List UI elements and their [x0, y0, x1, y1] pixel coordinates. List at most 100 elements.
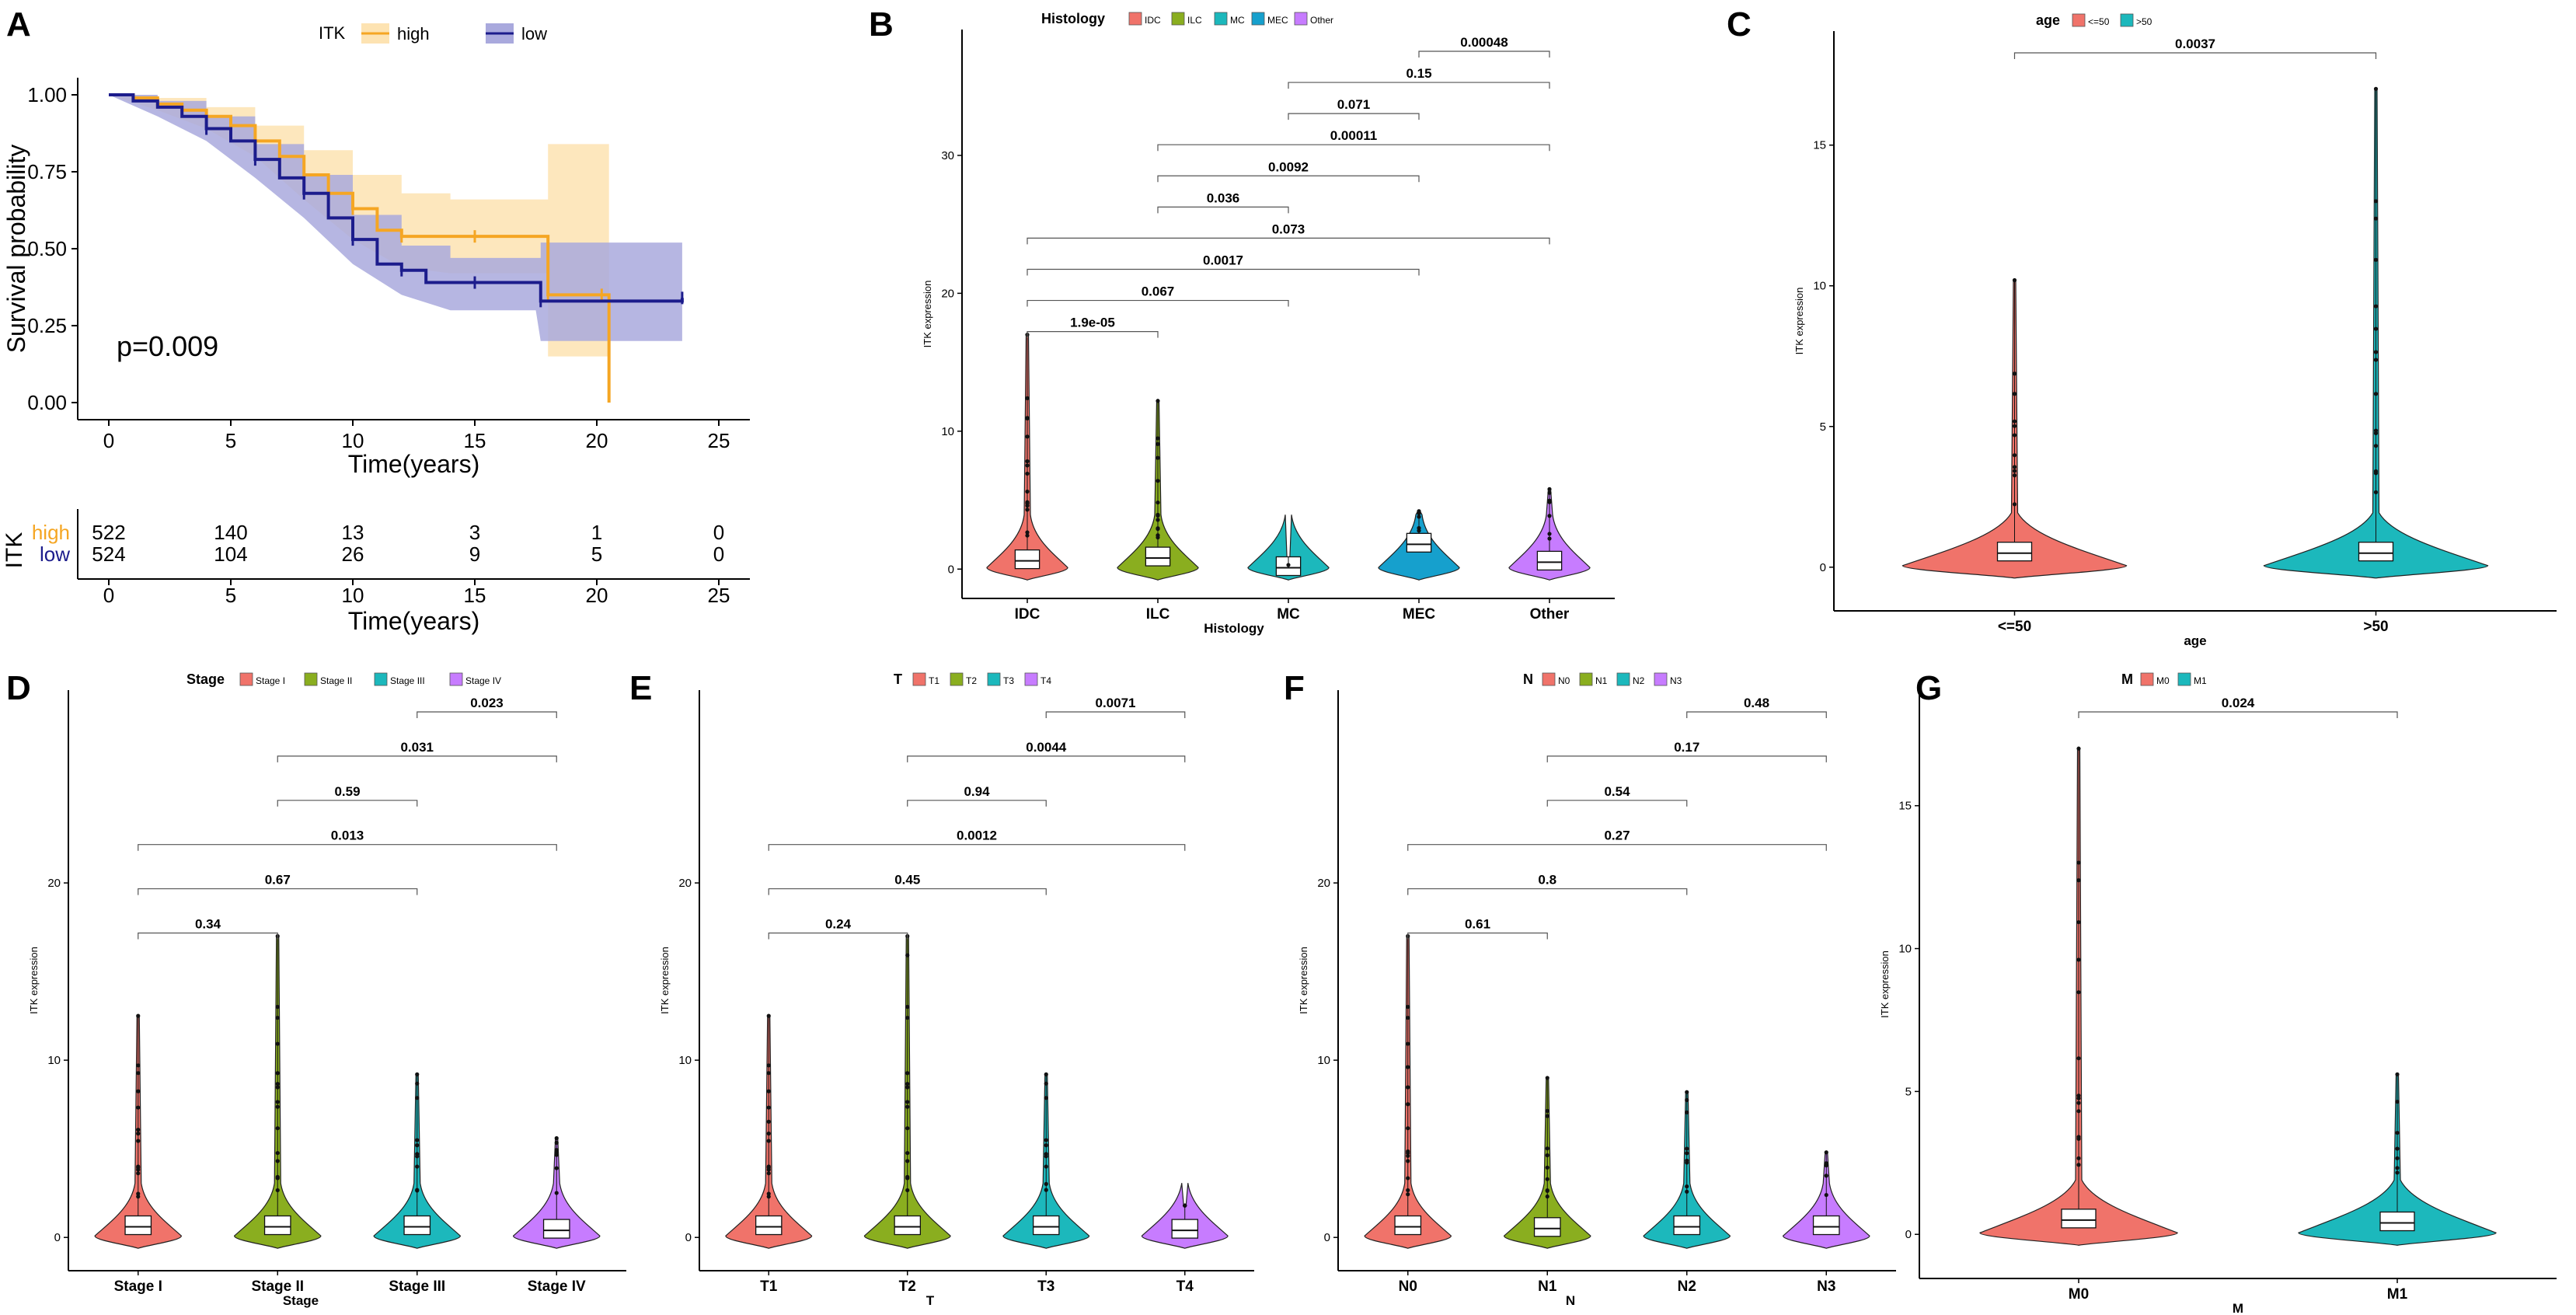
violin-outlier-E	[766, 1191, 771, 1196]
violin-legend-label-F: N2	[1633, 675, 1645, 686]
violin-outlier-G	[2076, 990, 2081, 995]
violin-legend-swatch-F	[1579, 672, 1593, 686]
violin-outlier-D	[275, 1085, 280, 1090]
violin-xlabel-B: Histology	[1204, 621, 1264, 636]
km-legend-label-high: high	[397, 24, 430, 44]
violin-pvalue-D: 0.031	[400, 740, 434, 755]
violin-outlier-max-B	[1286, 563, 1291, 567]
violin-legend-label-E: T1	[929, 675, 939, 686]
violin-outlier-F	[1406, 1159, 1410, 1163]
violin-category-label-D-Stage II: Stage II	[251, 1278, 304, 1295]
violin-pvalue-B: 1.9e-05	[1070, 316, 1115, 330]
violin-outlier-C	[2012, 419, 2017, 424]
violin-outlier-B	[1025, 501, 1030, 506]
violin-outlier-G	[2076, 1056, 2081, 1061]
violin-panel-B: 0 10 20 30 ITK expression Histology Histology I…	[922, 11, 1615, 636]
violin-bracket-B	[1157, 175, 1420, 183]
violin-ytick-label-B: 10	[941, 425, 954, 438]
violin-outlier-D	[275, 1188, 280, 1193]
violin-outlier-G	[2076, 957, 2081, 962]
violin-outlier-C	[2012, 502, 2017, 507]
violin-outlier-C	[2373, 469, 2379, 473]
violin-pvalue-B: 0.067	[1142, 284, 1175, 299]
violin-pvalue-F: 0.54	[1604, 784, 1630, 799]
violin-xlabel-D: Stage	[283, 1293, 319, 1308]
violin-pvalue-E: 0.0012	[957, 828, 997, 843]
violin-outlier-C	[2012, 453, 2017, 458]
km-xtick-label: 0	[103, 429, 114, 452]
violin-ytick-label-E: 10	[678, 1054, 692, 1067]
risk-cell: 522	[92, 521, 125, 544]
violin-outlier-G	[2076, 1156, 2081, 1160]
violin-outlier-E	[905, 1150, 910, 1156]
violin-bracket-B	[1157, 144, 1550, 152]
violin-outlier-D	[415, 1154, 420, 1159]
violin-outlier-D	[275, 1015, 280, 1020]
risk-cell: 524	[92, 542, 125, 566]
violin-category-label-B-ILC: ILC	[1146, 606, 1170, 623]
violin-ylabel-G: ITK expression	[1879, 950, 1891, 1018]
violin-pvalue-C: 0.0037	[2175, 37, 2215, 51]
violin-outlier-E	[766, 1089, 771, 1094]
violin-ytick-label-C: 0	[1820, 561, 1826, 574]
km-xtick-label: 10	[342, 429, 364, 452]
violin-outlier-max-D	[554, 1135, 559, 1141]
violin-bracket-D	[138, 888, 418, 895]
violin-outlier-F	[1406, 1188, 1410, 1193]
violin-legend-label-E: T4	[1041, 675, 1051, 686]
violin-outlier-B	[1156, 533, 1160, 538]
violin-legend-label-B: MC	[1230, 15, 1245, 26]
violin-ytick-label-C: 15	[1813, 139, 1826, 152]
violin-pvalue-G: 0.024	[2222, 696, 2255, 710]
violin-outlier-E	[905, 1004, 910, 1010]
violin-box-D-Stage I	[124, 1215, 152, 1236]
violin-box-E-T3	[1032, 1215, 1060, 1236]
violin-outlier-D	[275, 1159, 280, 1163]
km-ytick-label: 0.75	[27, 160, 67, 183]
violin-outlier-F	[1406, 1004, 1410, 1010]
violin-bracket-E	[907, 755, 1186, 762]
violin-outlier-B	[1156, 513, 1160, 518]
violin-pvalue-E: 0.45	[894, 873, 920, 888]
violin-box-B-Other	[1536, 550, 1563, 571]
violin-ylabel-F: ITK expression	[1298, 947, 1309, 1014]
violin-outlier-E	[905, 1174, 910, 1179]
violin-ytick-label-F: 20	[1317, 877, 1330, 890]
violin-outlier-F	[1545, 1153, 1549, 1158]
violin-outlier-F	[1685, 1146, 1689, 1151]
violin-outlier-E	[766, 1165, 771, 1170]
violin-bracket-F	[1546, 755, 1827, 762]
violin-outlier-F	[1824, 1174, 1828, 1178]
violin-outlier-E	[766, 1195, 771, 1199]
violin-outlier-B	[1156, 526, 1160, 531]
violin-bracket-D	[138, 932, 278, 940]
violin-box-B-ILC	[1145, 546, 1171, 567]
violin-outlier-G	[2076, 919, 2081, 925]
km-ytick-label: 0.00	[27, 391, 67, 414]
violin-legend-label-D: Stage II	[320, 675, 352, 686]
violin-outlier-G	[2076, 1096, 2081, 1100]
violin-outlier-E	[766, 1139, 771, 1143]
violin-outlier-D	[275, 1004, 280, 1010]
violin-outlier-E	[1044, 1188, 1048, 1192]
violin-ytick-label-F: 10	[1317, 1054, 1330, 1067]
violin-category-label-F-N0: N0	[1399, 1278, 1417, 1295]
risk-xtick-label: 5	[225, 584, 236, 607]
panel-label-d: D	[6, 669, 31, 707]
violin-legend-label-D: Stage III	[390, 675, 425, 686]
violin-category-label-F-N2: N2	[1678, 1278, 1696, 1295]
violin-ytick-label-D: 0	[54, 1231, 61, 1244]
violin-legend-title-C: age	[2036, 12, 2060, 28]
violin-outlier-D	[275, 1100, 280, 1104]
violin-outlier-G	[2395, 1156, 2400, 1160]
violin-outlier-B	[1025, 471, 1030, 476]
violin-category-label-D-Stage IV: Stage IV	[528, 1278, 586, 1295]
violin-legend-swatch-B	[1171, 12, 1185, 26]
violin-pvalue-D: 0.023	[470, 696, 504, 710]
violin-category-label-B-Other: Other	[1530, 606, 1570, 623]
violin-outlier-B	[1417, 514, 1421, 519]
violin-category-label-F-N3: N3	[1817, 1278, 1835, 1295]
violin-box-E-T4	[1171, 1219, 1199, 1239]
violin-legend-label-F: N1	[1595, 675, 1608, 686]
violin-outlier-D	[136, 1139, 141, 1143]
